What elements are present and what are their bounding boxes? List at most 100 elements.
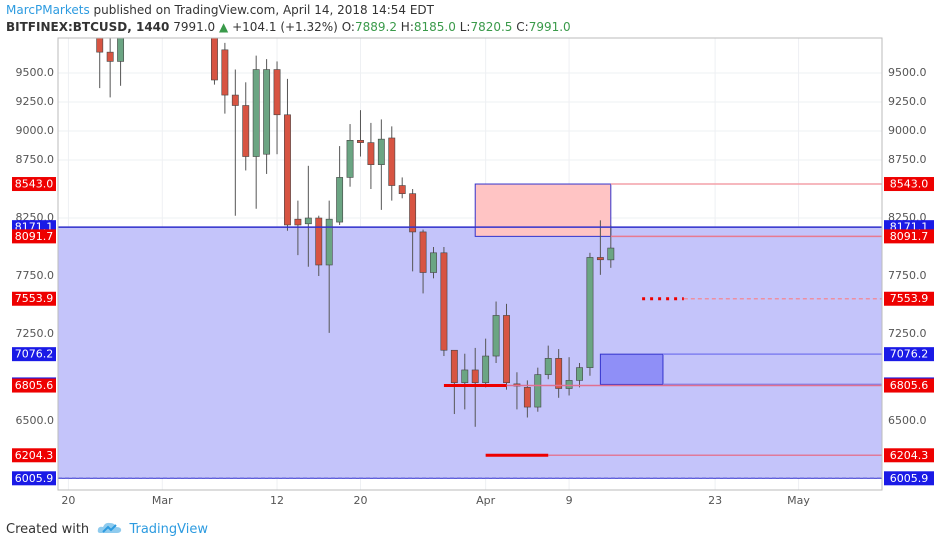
x-tick-label: May bbox=[787, 494, 810, 507]
level-label: 8091.7 bbox=[890, 230, 929, 243]
change: +104.1 (+1.32%) bbox=[232, 20, 338, 34]
y-tick-label: 7750.0 bbox=[888, 269, 927, 282]
candle-body bbox=[336, 177, 344, 223]
zone bbox=[599, 353, 664, 385]
candle-body bbox=[565, 380, 573, 389]
candle-body bbox=[523, 387, 531, 408]
candle-body bbox=[576, 367, 583, 381]
level-label: 8543.0 bbox=[890, 178, 929, 191]
candle-body bbox=[492, 315, 500, 357]
candle-body bbox=[430, 252, 437, 273]
plot bbox=[58, 38, 882, 480]
candle-body bbox=[461, 369, 469, 384]
level-label: 6805.6 bbox=[890, 379, 929, 392]
candle-body bbox=[242, 105, 250, 157]
published: published on TradingView.com, April 14, … bbox=[93, 3, 435, 17]
x-tick-label: 12 bbox=[270, 494, 284, 507]
chart: 9500.0 9500.0 9250.0 9250.0 9000.0 9000.0 8750… bbox=[12, 37, 934, 507]
level-label-box bbox=[12, 471, 56, 486]
o: 7889.2 bbox=[354, 20, 397, 34]
level-label: 7076.2 bbox=[15, 348, 54, 361]
x-tick-label: 20 bbox=[61, 494, 75, 507]
candle-body bbox=[284, 114, 291, 226]
level-label-box bbox=[884, 471, 934, 486]
l: 7820.5 bbox=[470, 20, 513, 34]
level-label: 8091.7 bbox=[15, 230, 54, 243]
level-label-box bbox=[12, 347, 56, 362]
candle-body bbox=[419, 231, 427, 273]
level-label: 6204.3 bbox=[890, 449, 929, 462]
level-label: 6204.3 bbox=[15, 449, 54, 462]
candle-body bbox=[534, 374, 542, 408]
candle-body bbox=[106, 51, 114, 62]
y-tick-label: 9000.0 bbox=[16, 124, 55, 137]
candle-body bbox=[221, 49, 229, 96]
l-label: L: bbox=[459, 20, 471, 34]
y-tick-label: 9500.0 bbox=[888, 66, 927, 79]
candle-body bbox=[450, 349, 458, 384]
level-label-box bbox=[12, 378, 56, 393]
candle-body bbox=[294, 218, 302, 226]
candle-body bbox=[555, 358, 563, 389]
candle-body bbox=[596, 257, 604, 261]
level-label: 6805.6 bbox=[15, 379, 54, 392]
candle-body bbox=[377, 138, 385, 165]
zone bbox=[474, 183, 612, 237]
y-tick-label: 9500.0 bbox=[16, 66, 55, 79]
level-label: 8543.0 bbox=[15, 178, 54, 191]
candle-body bbox=[304, 217, 312, 225]
h-label: H: bbox=[400, 20, 414, 34]
y-tick-label: 7250.0 bbox=[888, 327, 927, 340]
arrow: ▲ bbox=[219, 20, 229, 34]
author[interactable]: MarcPMarkets bbox=[6, 3, 90, 17]
level-label-box bbox=[12, 448, 56, 463]
zone bbox=[58, 226, 882, 479]
plot-frame bbox=[57, 37, 883, 491]
y-tick-label: 9000.0 bbox=[888, 124, 927, 137]
brand[interactable]: TradingView bbox=[129, 522, 208, 537]
c-label: C: bbox=[516, 20, 529, 34]
candle-body bbox=[263, 69, 271, 155]
candle-body bbox=[96, 38, 104, 53]
candle-body bbox=[117, 38, 125, 62]
h: 8185.0 bbox=[413, 20, 456, 34]
footer: Created with TradingView bbox=[6, 519, 208, 537]
level-label-box bbox=[884, 177, 934, 192]
y-tick-label: 7750.0 bbox=[16, 269, 55, 282]
candle-body bbox=[273, 69, 281, 116]
candle-body bbox=[357, 140, 364, 143]
y-tick-label: 6500.0 bbox=[888, 414, 927, 427]
level-label-box bbox=[12, 291, 56, 306]
candle-body bbox=[315, 217, 323, 266]
x-tick-label: 20 bbox=[353, 494, 367, 507]
symbol: BITFINEX:BTCUSD, 1440 bbox=[6, 20, 170, 34]
level-label: 7553.9 bbox=[15, 292, 54, 305]
y-tick-label: 6500.0 bbox=[16, 414, 55, 427]
candle-body bbox=[409, 193, 417, 233]
last: 7991.0 bbox=[173, 20, 216, 34]
candle-body bbox=[607, 247, 615, 261]
candle-body bbox=[346, 140, 354, 178]
level-label: 7076.2 bbox=[890, 348, 929, 361]
level-label-box bbox=[884, 448, 934, 463]
created: Created with bbox=[6, 522, 90, 537]
x-tick-label: Apr bbox=[476, 494, 496, 507]
level-label: 7553.9 bbox=[890, 292, 929, 305]
level-label-box bbox=[12, 177, 56, 192]
o-label: O: bbox=[341, 20, 355, 34]
level-label-box bbox=[884, 291, 934, 306]
y-tick-label: 9250.0 bbox=[16, 95, 55, 108]
candle-body bbox=[231, 94, 239, 106]
y-tick-label: 7250.0 bbox=[16, 327, 55, 340]
header: MarcPMarkets published on TradingView.co… bbox=[6, 2, 571, 36]
candle-body bbox=[398, 185, 406, 194]
candle-body bbox=[440, 252, 448, 351]
axes: 9500.0 9500.0 9250.0 9250.0 9000.0 9000.0 8750… bbox=[12, 66, 934, 507]
x-tick-label: Mar bbox=[152, 494, 173, 507]
candle-body bbox=[503, 315, 510, 384]
candle-body bbox=[211, 38, 218, 81]
candle-body bbox=[482, 355, 490, 384]
level-label-box bbox=[884, 229, 934, 244]
candle-body bbox=[586, 257, 594, 368]
